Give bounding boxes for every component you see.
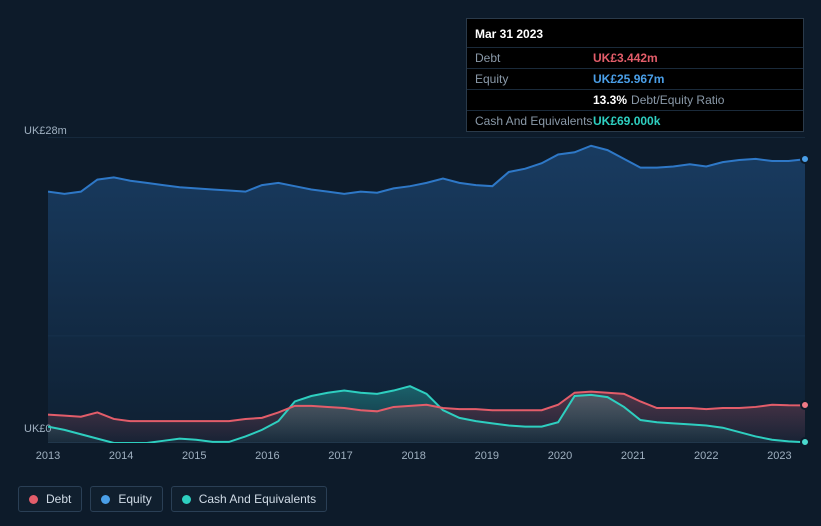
legend-label: Debt: [46, 492, 71, 506]
legend-label: Cash And Equivalents: [199, 492, 316, 506]
legend-item-equity[interactable]: Equity: [90, 486, 162, 512]
legend-dot-equity: [101, 495, 110, 504]
tooltip-label: Debt: [475, 51, 593, 65]
tooltip-suffix: Debt/Equity Ratio: [631, 93, 724, 107]
y-axis-max-label: UK£28m: [24, 125, 67, 137]
tooltip-date: Mar 31 2023: [467, 23, 803, 47]
x-axis-year-label: 2022: [681, 450, 731, 462]
tooltip-row-debt: Debt UK£3.442m: [467, 47, 803, 68]
debt-equity-chart[interactable]: [48, 137, 805, 443]
x-axis-year-label: 2017: [316, 450, 366, 462]
x-axis-year-label: 2021: [608, 450, 658, 462]
x-axis-year-label: 2014: [96, 450, 146, 462]
tooltip-value: UK£25.967m: [593, 72, 664, 86]
legend-dot-cash: [182, 495, 191, 504]
tooltip-value: 13.3%: [593, 93, 627, 107]
series-end-marker-cash: [800, 437, 810, 447]
x-axis-year-label: 2018: [389, 450, 439, 462]
chart-tooltip: Mar 31 2023 Debt UK£3.442m Equity UK£25.…: [466, 18, 804, 132]
x-axis-year-label: 2020: [535, 450, 585, 462]
x-axis-year-label: 2013: [23, 450, 73, 462]
legend-item-debt[interactable]: Debt: [18, 486, 82, 512]
x-axis-year-label: 2015: [169, 450, 219, 462]
tooltip-row-ratio: 13.3% Debt/Equity Ratio: [467, 89, 803, 110]
series-end-marker-debt: [800, 400, 810, 410]
x-axis-year-label: 2016: [242, 450, 292, 462]
tooltip-value: UK£3.442m: [593, 51, 658, 65]
tooltip-value: UK£69.000k: [593, 114, 660, 128]
series-end-marker-equity: [800, 154, 810, 164]
tooltip-label: [475, 93, 593, 107]
tooltip-label: Equity: [475, 72, 593, 86]
x-axis-year-label: 2019: [462, 450, 512, 462]
legend-dot-debt: [29, 495, 38, 504]
tooltip-row-equity: Equity UK£25.967m: [467, 68, 803, 89]
legend-label: Equity: [118, 492, 151, 506]
x-axis-year-label: 2023: [754, 450, 804, 462]
legend-item-cash[interactable]: Cash And Equivalents: [171, 486, 327, 512]
tooltip-row-cash: Cash And Equivalents UK£69.000k: [467, 110, 803, 131]
tooltip-label: Cash And Equivalents: [475, 114, 593, 128]
chart-legend: Debt Equity Cash And Equivalents: [18, 486, 327, 512]
